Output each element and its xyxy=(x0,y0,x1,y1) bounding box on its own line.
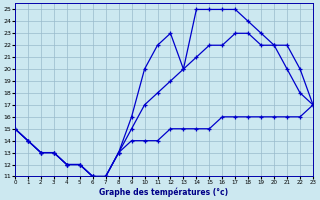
X-axis label: Graphe des températures (°c): Graphe des températures (°c) xyxy=(100,187,228,197)
